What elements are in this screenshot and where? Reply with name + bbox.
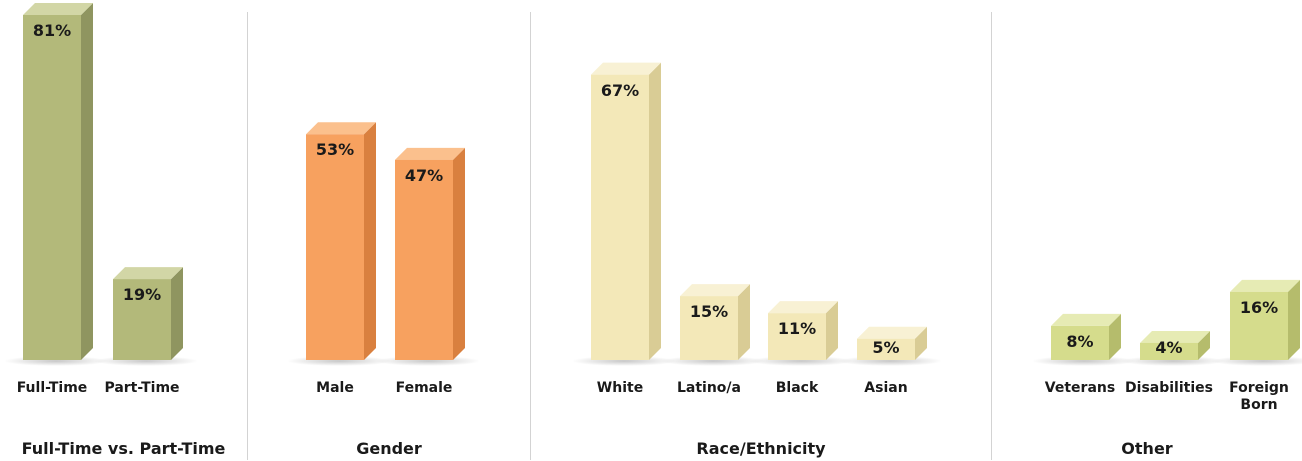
bar-side-face (1109, 313, 1121, 360)
category-label: Foreign Born (1229, 380, 1289, 413)
category-label: Male (316, 380, 354, 396)
group-title-fulltime: Full-Time vs. Part-Time (21, 439, 226, 458)
bar-top-face (395, 147, 465, 160)
bar-female (395, 159, 453, 360)
bar-asian (857, 338, 915, 360)
bar-full-time (23, 15, 81, 360)
category-label: Asian (864, 380, 908, 396)
category-label: Female (395, 380, 453, 396)
category-label: Full-Time (16, 380, 88, 396)
bar-top-face (113, 267, 183, 280)
bar-value-label: 11% (777, 319, 817, 339)
category-label: Part-Time (104, 380, 180, 396)
category-label: Disabilities (1125, 380, 1213, 396)
bar-value-label: 4% (1155, 338, 1183, 357)
category-label: Veterans (1044, 380, 1116, 396)
bar-veterans (1051, 325, 1109, 360)
bar-latino-a (680, 296, 738, 360)
bar-value-label: 5% (872, 338, 900, 357)
bar-value-label: 81% (32, 21, 72, 40)
bar-top-face (23, 3, 93, 15)
bar-top-face (1140, 330, 1210, 343)
bar-top-face (1230, 279, 1300, 292)
category-label: Black (775, 380, 819, 396)
bar-side-face (915, 326, 927, 360)
bar-side-face (826, 301, 838, 360)
group-title-other: Other (1121, 439, 1173, 458)
category-label: White (596, 380, 644, 396)
bar-top-face (591, 62, 661, 75)
bar-side-face (364, 122, 376, 360)
group-title-gender: Gender (356, 439, 422, 458)
bar-value-label: 16% (1239, 297, 1279, 317)
bar-side-face (453, 147, 465, 360)
bar-side-face (649, 62, 661, 360)
category-label: Latino/a (676, 380, 741, 396)
bar-value-label: 67% (600, 80, 640, 100)
section-divider (530, 12, 531, 460)
bar-top-face (306, 122, 376, 135)
bar-side-face (171, 267, 183, 360)
bar-foreign-born (1230, 291, 1288, 360)
bar-part-time (113, 279, 171, 360)
bar-top-face (768, 301, 838, 314)
bar-value-label: 15% (689, 302, 729, 322)
bar-side-face (1288, 279, 1300, 360)
bar-disabilities (1140, 342, 1198, 360)
bar-side-face (1198, 330, 1210, 360)
bar-value-label: 53% (315, 140, 355, 160)
bar-white (591, 74, 649, 360)
bar-side-face (738, 284, 750, 360)
bar-top-face (857, 326, 927, 339)
section-divider (247, 12, 248, 460)
bar-value-label: 19% (122, 285, 162, 305)
bar-top-face (1051, 313, 1121, 326)
bar-value-label: 8% (1066, 331, 1094, 351)
bar-black (768, 313, 826, 360)
section-divider (991, 12, 992, 460)
group-title-race: Race/Ethnicity (696, 439, 826, 458)
bar-male (306, 134, 364, 360)
bar-side-face (81, 3, 93, 360)
bar-value-label: 47% (404, 165, 444, 185)
bar-top-face (680, 284, 750, 297)
